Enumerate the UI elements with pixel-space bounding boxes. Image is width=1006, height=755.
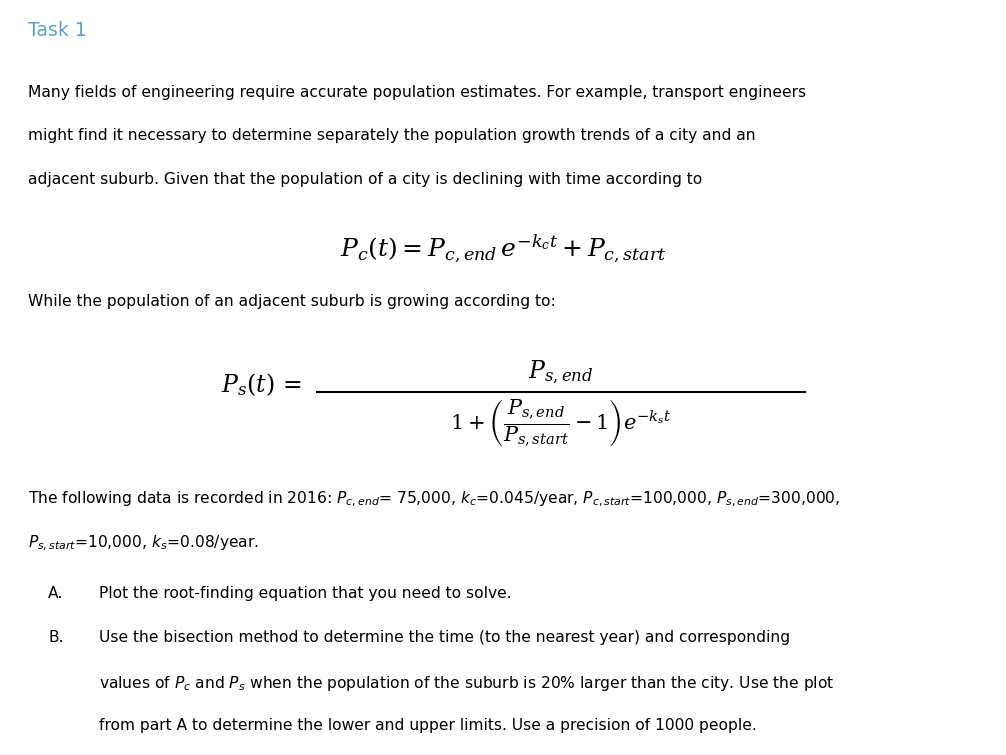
Text: While the population of an adjacent suburb is growing according to:: While the population of an adjacent subu… (28, 294, 556, 310)
Text: Plot the root-finding equation that you need to solve.: Plot the root-finding equation that you … (99, 586, 511, 601)
Text: Many fields of engineering require accurate population estimates. For example, t: Many fields of engineering require accur… (28, 85, 806, 100)
Text: from part A to determine the lower and upper limits. Use a precision of 1000 peo: from part A to determine the lower and u… (99, 717, 757, 732)
Text: B.: B. (48, 630, 63, 645)
Text: might find it necessary to determine separately the population growth trends of : might find it necessary to determine sep… (28, 128, 756, 143)
Text: values of $P_c$ and $P_s$ when the population of the suburb is 20% larger than t: values of $P_c$ and $P_s$ when the popul… (99, 673, 834, 693)
Text: A.: A. (48, 586, 63, 601)
Text: Use the bisection method to determine the time (to the nearest year) and corresp: Use the bisection method to determine th… (99, 630, 790, 645)
Text: $P_c(t) = P_{c,\mathit{end}}\,e^{-k_ct} + P_{c,\mathit{start}}$: $P_c(t) = P_{c,\mathit{end}}\,e^{-k_ct} … (340, 233, 666, 264)
Text: adjacent suburb. Given that the population of a city is declining with time acco: adjacent suburb. Given that the populati… (28, 172, 702, 187)
Text: $1 + \left(\dfrac{P_{s,\mathit{end}}}{P_{s,\mathit{start}}} - 1\right)e^{-k_st}$: $1 + \left(\dfrac{P_{s,\mathit{end}}}{P_… (451, 398, 671, 449)
Text: Task 1: Task 1 (28, 21, 87, 40)
Text: $P_s(t)\, =$: $P_s(t)\, =$ (221, 371, 302, 398)
Text: $P_{s,start}$=10,000, $k_s$=0.08/year.: $P_{s,start}$=10,000, $k_s$=0.08/year. (28, 534, 260, 553)
Text: $P_{s,\mathit{end}}$: $P_{s,\mathit{end}}$ (528, 358, 594, 386)
Text: The following data is recorded in 2016: $P_{c,end}$= 75,000, $k_c$=0.045/year, $: The following data is recorded in 2016: … (28, 490, 840, 509)
